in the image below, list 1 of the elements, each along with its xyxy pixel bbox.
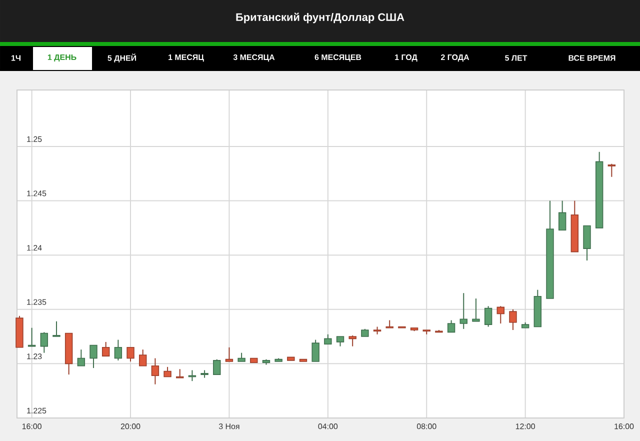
chart-title: Британский фунт/Доллар США xyxy=(236,12,404,24)
